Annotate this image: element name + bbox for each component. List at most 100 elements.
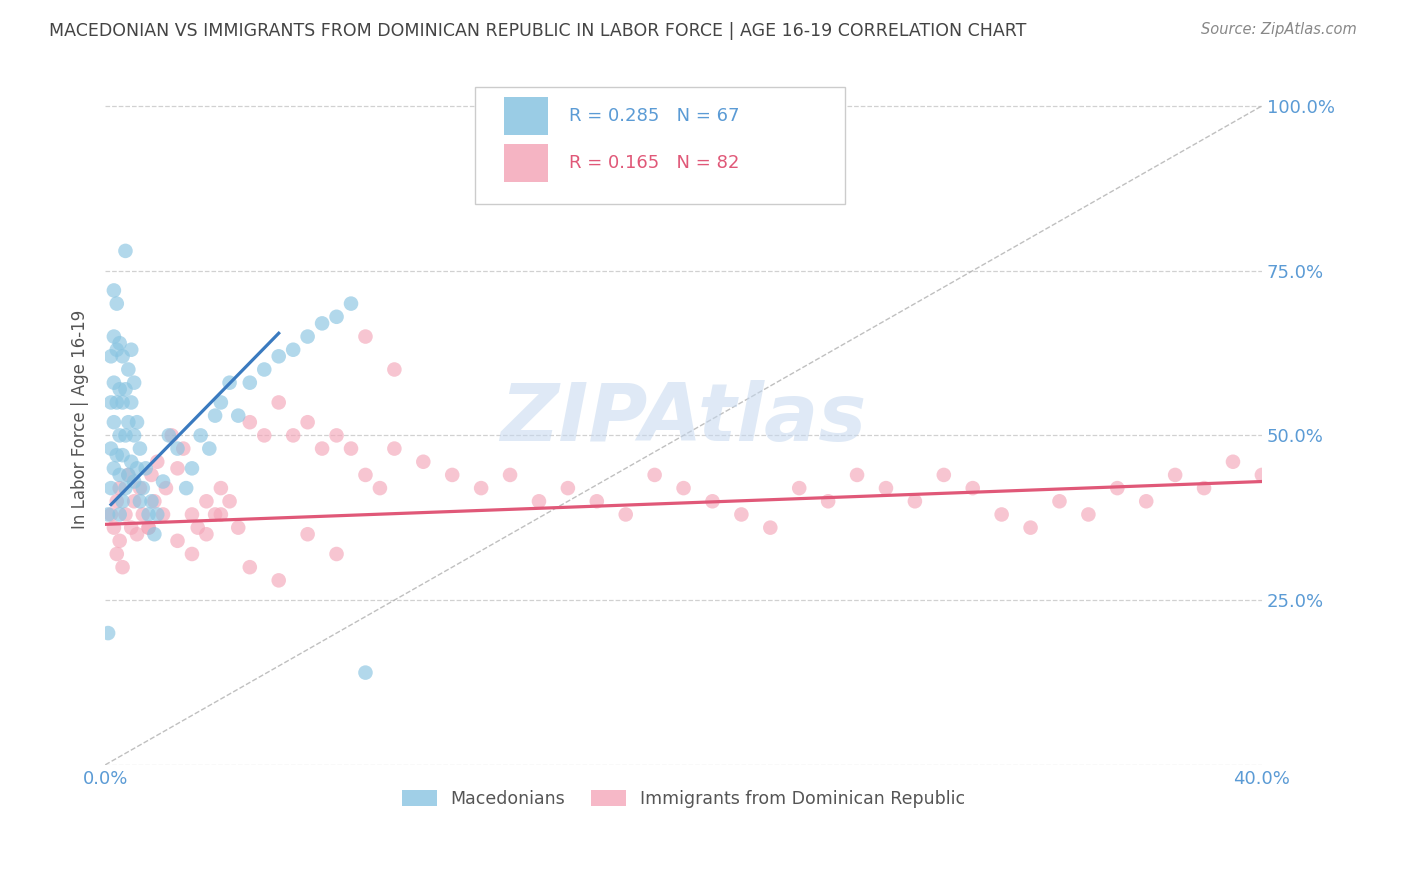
- Point: [125, 415, 148, 429]
- Point: [114, 508, 136, 522]
- Point: [105, 494, 128, 508]
- Point: [108, 382, 131, 396]
- Point: [585, 494, 607, 508]
- Point: [103, 521, 125, 535]
- Point: [239, 376, 262, 390]
- Bar: [505, 97, 548, 136]
- Point: [787, 481, 810, 495]
- Point: [105, 343, 128, 357]
- Point: [103, 461, 125, 475]
- Point: [105, 448, 128, 462]
- Point: [932, 467, 955, 482]
- FancyBboxPatch shape: [475, 87, 845, 204]
- Point: [120, 343, 142, 357]
- Point: [311, 442, 333, 456]
- Point: [354, 329, 377, 343]
- Point: [1164, 467, 1187, 482]
- Point: [354, 467, 377, 482]
- Point: [198, 442, 221, 456]
- Point: [108, 533, 131, 548]
- Point: [103, 415, 125, 429]
- Point: [129, 494, 152, 508]
- Point: [146, 455, 169, 469]
- Point: [138, 521, 160, 535]
- Point: [100, 508, 122, 522]
- Point: [311, 317, 333, 331]
- Point: [146, 508, 169, 522]
- Point: [122, 428, 145, 442]
- Point: [122, 376, 145, 390]
- Point: [143, 494, 166, 508]
- Point: [117, 467, 139, 482]
- Point: [384, 442, 406, 456]
- Point: [441, 467, 464, 482]
- Point: [209, 508, 232, 522]
- Point: [103, 284, 125, 298]
- Legend: Macedonians, Immigrants from Dominican Republic: Macedonians, Immigrants from Dominican R…: [395, 783, 972, 815]
- Point: [143, 527, 166, 541]
- Point: [817, 494, 839, 508]
- Point: [138, 521, 160, 535]
- Point: [190, 428, 212, 442]
- Point: [111, 448, 134, 462]
- Point: [108, 467, 131, 482]
- Point: [1192, 481, 1215, 495]
- Point: [702, 494, 724, 508]
- Point: [122, 494, 145, 508]
- Point: [138, 508, 160, 522]
- Point: [962, 481, 984, 495]
- Point: [111, 494, 134, 508]
- Text: Source: ZipAtlas.com: Source: ZipAtlas.com: [1201, 22, 1357, 37]
- Point: [340, 442, 363, 456]
- Point: [412, 455, 434, 469]
- Point: [195, 527, 218, 541]
- Point: [527, 494, 550, 508]
- Point: [129, 481, 152, 495]
- Point: [122, 475, 145, 489]
- Point: [283, 343, 305, 357]
- Point: [114, 382, 136, 396]
- Point: [100, 481, 122, 495]
- Point: [111, 349, 134, 363]
- Point: [204, 508, 226, 522]
- Point: [120, 521, 142, 535]
- Point: [181, 547, 204, 561]
- Point: [125, 527, 148, 541]
- Point: [108, 481, 131, 495]
- Point: [1222, 455, 1244, 469]
- Point: [904, 494, 927, 508]
- Point: [160, 428, 183, 442]
- Point: [1135, 494, 1157, 508]
- Point: [105, 547, 128, 561]
- Point: [129, 442, 152, 456]
- Y-axis label: In Labor Force | Age 16-19: In Labor Force | Age 16-19: [72, 310, 89, 529]
- Point: [267, 349, 290, 363]
- Point: [283, 428, 305, 442]
- Point: [239, 560, 262, 574]
- Point: [297, 415, 319, 429]
- Point: [325, 547, 347, 561]
- Point: [672, 481, 695, 495]
- Point: [875, 481, 897, 495]
- Point: [990, 508, 1012, 522]
- Point: [166, 442, 188, 456]
- Point: [114, 428, 136, 442]
- Point: [204, 409, 226, 423]
- Point: [132, 508, 155, 522]
- Point: [117, 415, 139, 429]
- Point: [195, 494, 218, 508]
- Point: [340, 296, 363, 310]
- Point: [100, 395, 122, 409]
- Point: [97, 626, 120, 640]
- Point: [111, 395, 134, 409]
- Point: [152, 508, 174, 522]
- Point: [141, 467, 163, 482]
- Point: [172, 442, 194, 456]
- Point: [141, 494, 163, 508]
- Point: [120, 455, 142, 469]
- Point: [97, 508, 120, 522]
- Point: [325, 428, 347, 442]
- Point: [297, 329, 319, 343]
- Text: R = 0.285   N = 67: R = 0.285 N = 67: [569, 107, 740, 125]
- Point: [166, 533, 188, 548]
